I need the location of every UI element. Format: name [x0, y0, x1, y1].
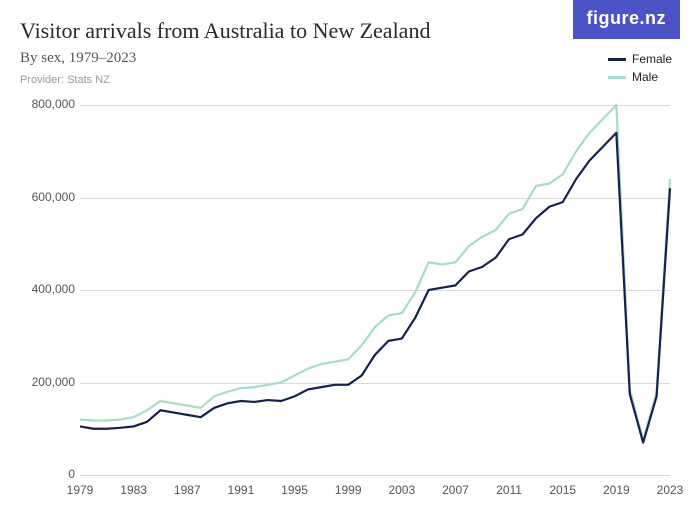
legend-swatch	[608, 58, 626, 61]
chart-subtitle: By sex, 1979–2023	[20, 50, 136, 67]
provider-label: Provider: Stats NZ	[20, 74, 110, 86]
series-line-male	[80, 105, 670, 440]
chart-title: Visitor arrivals from Australia to New Z…	[20, 18, 430, 44]
chart-svg	[20, 95, 680, 505]
legend-swatch	[608, 76, 626, 79]
legend: Female Male	[608, 52, 672, 88]
legend-item: Male	[608, 70, 672, 84]
legend-item: Female	[608, 52, 672, 66]
logo-badge: figure.nz	[573, 0, 681, 39]
legend-label: Female	[632, 52, 672, 66]
legend-label: Male	[632, 70, 658, 84]
series-line-female	[80, 133, 670, 443]
line-chart: 0200,000400,000600,000800,00019791983198…	[20, 95, 680, 505]
